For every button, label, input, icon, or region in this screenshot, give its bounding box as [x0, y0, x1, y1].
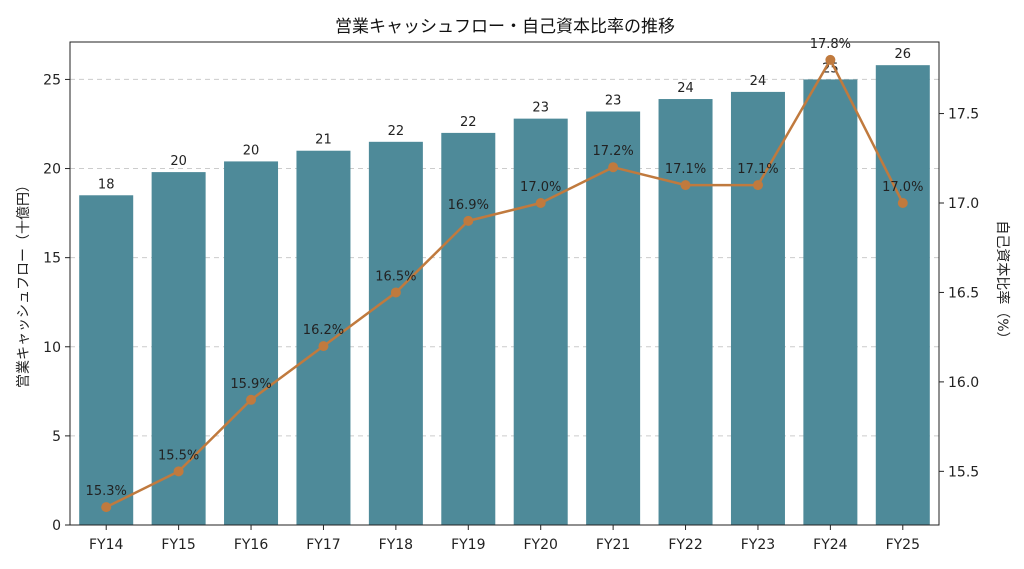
bar-data-label: 22 — [460, 115, 477, 130]
y-right-tick-label: 16.5 — [948, 285, 979, 301]
line-point — [101, 502, 112, 513]
bar — [368, 141, 423, 526]
bar-data-label: 26 — [895, 47, 912, 62]
bar-data-label: 22 — [388, 124, 405, 139]
bar — [513, 118, 568, 526]
y-right-tick-label: 17.5 — [948, 107, 979, 123]
line-point — [535, 198, 546, 208]
bar-data-label: 21 — [315, 133, 332, 148]
line-data-label: 16.2% — [303, 323, 344, 338]
y-left-tick-label: 25 — [43, 72, 61, 88]
y-left-tick-label: 15 — [43, 251, 61, 267]
x-tick-label: FY15 — [161, 537, 195, 553]
gridlines — [70, 78, 939, 437]
bar — [224, 161, 279, 526]
y-axis-left-title: 営業キャッシュフロー（十億円） — [16, 178, 32, 388]
bar-data-label: 20 — [170, 154, 187, 169]
bar-data-label: 23 — [532, 101, 549, 116]
line-data-label: 17.1% — [665, 162, 706, 177]
y-axis-left: 0 5 10 15 20 25 — [43, 72, 70, 534]
x-tick-label: FY17 — [306, 537, 340, 553]
line-data-label: 17.0% — [520, 180, 561, 195]
bar — [803, 79, 858, 526]
bar-data-label: 18 — [98, 177, 115, 192]
line-data-label: 17.0% — [882, 180, 923, 195]
y-right-tick-label: 15.5 — [948, 464, 979, 480]
chart-title: 営業キャッシュフロー・自己資本比率の推移 — [335, 17, 675, 37]
plot-frame — [69, 41, 940, 526]
y-left-tick-label: 0 — [52, 518, 61, 534]
bar-data-label: 24 — [750, 74, 767, 89]
y-left-tick-label: 10 — [43, 340, 61, 356]
x-tick-label: FY16 — [234, 537, 269, 553]
x-tick-label: FY14 — [89, 537, 124, 553]
line-point — [680, 180, 691, 191]
line-point — [608, 162, 619, 173]
bar — [875, 65, 930, 525]
x-tick-label: FY18 — [379, 537, 413, 553]
line-data-label: 17.8% — [810, 37, 851, 52]
line-data-label: 17.2% — [592, 144, 633, 159]
line-data-label: 16.9% — [448, 198, 489, 213]
line-data-label: 17.1% — [737, 162, 778, 177]
bar — [79, 195, 134, 526]
x-tick-label: FY20 — [523, 537, 557, 553]
line-path — [105, 58, 904, 509]
line-point — [463, 215, 474, 226]
line-point — [825, 54, 836, 65]
y-axis-right: 15.5 16.0 16.5 17.0 17.5 — [939, 107, 979, 480]
y-right-tick-label: 16.0 — [948, 375, 979, 391]
x-tick-label: FY24 — [813, 537, 848, 553]
line-data-labels: 15.3% 15.5% 15.9% 16.2% 16.5% 16.9% 17.0% 17.2%… — [86, 37, 924, 499]
bar — [730, 91, 785, 526]
bar — [151, 172, 206, 526]
line-data-label: 15.9% — [230, 377, 271, 392]
x-tick-label: FY23 — [741, 537, 775, 553]
y-left-tick-label: 5 — [52, 429, 61, 445]
line-point — [318, 341, 329, 352]
x-tick-label: FY19 — [451, 537, 485, 553]
y-axis-right-title: 自己資本比率（%） — [994, 220, 1011, 345]
bar — [296, 150, 351, 526]
line-point — [390, 287, 401, 298]
line-data-label: 16.5% — [375, 269, 416, 284]
line-data-label: 15.3% — [86, 484, 127, 499]
y-right-tick-label: 17.0 — [948, 196, 979, 212]
line-point — [246, 394, 257, 405]
line-series — [101, 54, 908, 513]
bar — [658, 99, 713, 526]
y-left-tick-label: 20 — [43, 162, 61, 178]
line-point — [897, 198, 908, 208]
bar — [441, 132, 496, 526]
x-tick-label: FY21 — [596, 537, 630, 553]
bar-data-label: 24 — [677, 81, 694, 96]
bar — [586, 111, 641, 526]
line-point — [752, 180, 763, 191]
bar-data-label: 20 — [243, 143, 260, 158]
line-data-label: 15.5% — [158, 448, 199, 463]
x-tick-label: FY25 — [886, 537, 920, 553]
x-tick-label: FY22 — [668, 537, 702, 553]
line-point — [173, 466, 184, 477]
bar-series — [79, 65, 930, 526]
bar-data-label: 23 — [605, 94, 622, 109]
x-axis: FY14 FY15 FY16 FY17 FY18 FY19 FY20 FY21 FY22 FY23… — [89, 525, 920, 553]
